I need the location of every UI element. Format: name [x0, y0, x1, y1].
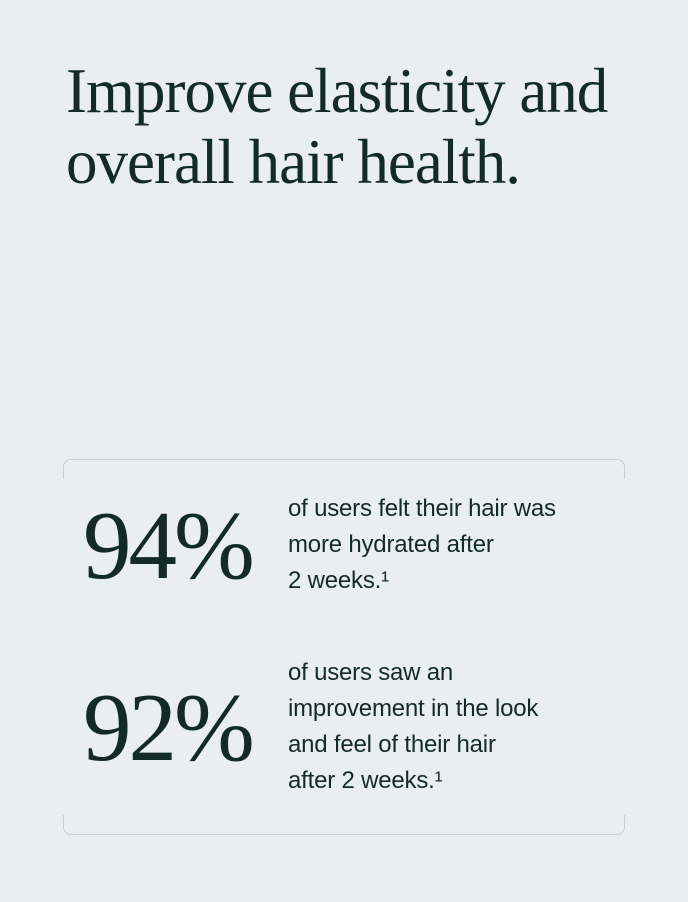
stat-row-improvement: 92% of users saw an improvement in the l… [83, 655, 599, 799]
stat-description: of users saw an improvement in the look … [288, 659, 539, 794]
stat-value: 94% [83, 491, 255, 599]
card-frame-bottom [63, 815, 625, 835]
card-frame-top [63, 459, 625, 479]
section-heading: Improve elasticity and overall hair heal… [66, 56, 608, 197]
stats-card: 94% of users felt their hair was more hy… [63, 459, 625, 835]
stat-row-hydration: 94% of users felt their hair was more hy… [83, 491, 599, 599]
stat-description: of users felt their hair was more hydrat… [288, 495, 556, 594]
stat-value: 92% [83, 673, 255, 781]
